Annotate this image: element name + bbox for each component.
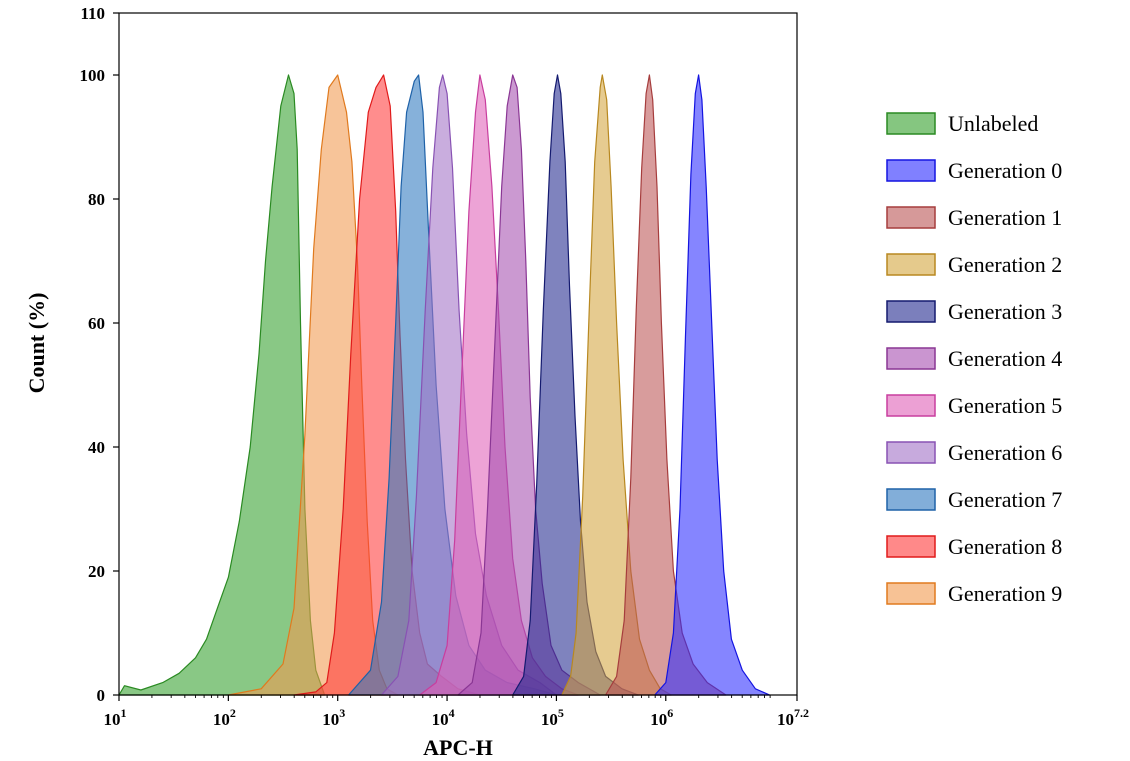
legend-swatch	[886, 488, 936, 511]
x-tick-label: 103	[322, 706, 345, 729]
series-layer	[118, 74, 771, 696]
legend-swatch	[886, 582, 936, 605]
legend-swatch	[886, 347, 936, 370]
x-tick-label: 107.2	[777, 706, 809, 729]
x-tick-base: 10	[777, 710, 794, 729]
x-axis-ticks: 101 102 103 104 105 106 107.2	[104, 695, 809, 729]
legend-label: Generation 6	[948, 440, 1062, 465]
x-tick-label: 104	[432, 706, 455, 729]
y-tick-label: 80	[88, 190, 105, 209]
x-tick-base: 10	[104, 710, 121, 729]
x-tick-base: 10	[650, 710, 667, 729]
legend-label: Generation 1	[948, 205, 1062, 230]
legend-label: Generation 9	[948, 581, 1062, 606]
y-tick-label: 20	[88, 562, 105, 581]
legend-swatch	[886, 159, 936, 182]
x-tick-exponent: 4	[449, 706, 455, 720]
legend: Unlabeled Generation 0 Generation 1 Generat…	[886, 111, 1062, 606]
legend-swatch	[886, 206, 936, 229]
x-tick-exponent: 6	[667, 706, 673, 720]
legend-swatch	[886, 535, 936, 558]
legend-label: Generation 2	[948, 252, 1062, 277]
y-tick-label: 60	[88, 314, 105, 333]
x-tick-label: 106	[650, 706, 673, 729]
legend-swatch	[886, 441, 936, 464]
x-tick-label: 101	[104, 706, 127, 729]
legend-swatch	[886, 300, 936, 323]
x-tick-exponent: 1	[121, 706, 127, 720]
x-tick-base: 10	[432, 710, 449, 729]
series-generation-0	[654, 74, 771, 696]
x-tick-exponent: 7.2	[794, 706, 809, 720]
legend-label: Generation 4	[948, 346, 1062, 371]
x-tick-label: 102	[213, 706, 236, 729]
legend-label: Generation 3	[948, 299, 1062, 324]
legend-swatch	[886, 112, 936, 135]
legend-swatch	[886, 394, 936, 417]
y-tick-label: 100	[80, 66, 106, 85]
y-axis-ticks: 0 20 40 60 80 100 110	[80, 4, 119, 705]
x-tick-label: 105	[541, 706, 564, 729]
x-tick-base: 10	[322, 710, 339, 729]
x-axis-title: APC-H	[423, 735, 493, 760]
series-unlabeled	[118, 74, 326, 696]
x-tick-exponent: 2	[230, 706, 236, 720]
x-tick-base: 10	[541, 710, 558, 729]
legend-label: Generation 0	[948, 158, 1062, 183]
y-tick-label: 40	[88, 438, 105, 457]
legend-swatch	[886, 253, 936, 276]
legend-label: Generation 8	[948, 534, 1062, 559]
plot-frame	[118, 12, 798, 696]
x-tick-exponent: 5	[558, 706, 564, 720]
legend-label: Generation 7	[948, 487, 1062, 512]
x-tick-exponent: 3	[339, 706, 345, 720]
x-tick-base: 10	[213, 710, 230, 729]
legend-label: Unlabeled	[948, 111, 1038, 136]
y-tick-label: 110	[80, 4, 105, 23]
y-axis-title: Count (%)	[24, 293, 49, 394]
y-tick-label: 0	[97, 686, 106, 705]
legend-label: Generation 5	[948, 393, 1062, 418]
